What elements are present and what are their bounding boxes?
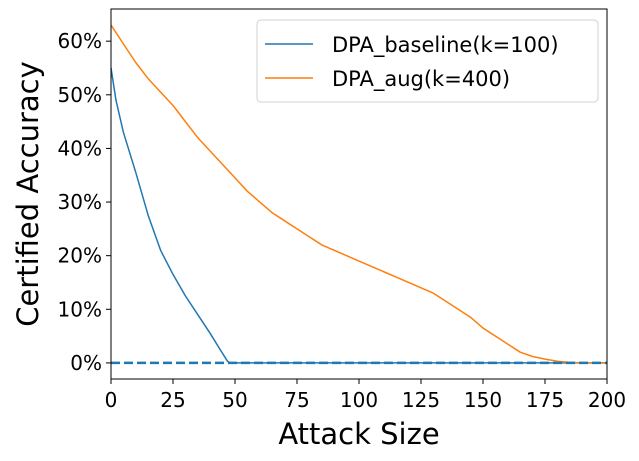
x-axis-ticks: 0 25 50 75 100 125 150 175 200 [105, 379, 626, 412]
x-tick-label: 150 [464, 388, 502, 412]
x-tick-label: 175 [526, 388, 564, 412]
y-axis-label: Certified Accuracy [11, 61, 45, 327]
series-line-dpa-aug [110, 24, 607, 364]
x-tick-label: 75 [284, 388, 309, 412]
x-tick-label: 200 [588, 388, 626, 412]
legend-entry-dpa-aug: DPA_aug(k=400) [332, 67, 510, 92]
x-tick-label: 100 [340, 388, 378, 412]
legend: DPA_baseline(k=100) DPA_aug(k=400) [256, 19, 599, 103]
y-axis-ticks: 0% 10% 20% 30% 40% 50% 60% [58, 29, 111, 375]
series-line-dpa-baseline [110, 67, 607, 364]
y-tick-label: 30% [58, 190, 102, 214]
x-tick-label: 125 [402, 388, 440, 412]
y-tick-label: 60% [58, 29, 102, 53]
y-tick-label: 40% [58, 136, 102, 160]
x-axis-label: Attack Size [278, 417, 439, 451]
y-tick-label: 0% [70, 351, 102, 375]
x-tick-label: 0 [105, 388, 118, 412]
y-tick-label: 50% [58, 83, 102, 107]
series-layer [110, 24, 607, 364]
y-tick-label: 20% [58, 244, 102, 268]
legend-box [256, 19, 599, 103]
legend-entry-dpa-baseline: DPA_baseline(k=100) [332, 33, 559, 58]
x-tick-label: 25 [160, 388, 185, 412]
x-tick-label: 50 [222, 388, 247, 412]
y-tick-label: 10% [58, 297, 102, 321]
